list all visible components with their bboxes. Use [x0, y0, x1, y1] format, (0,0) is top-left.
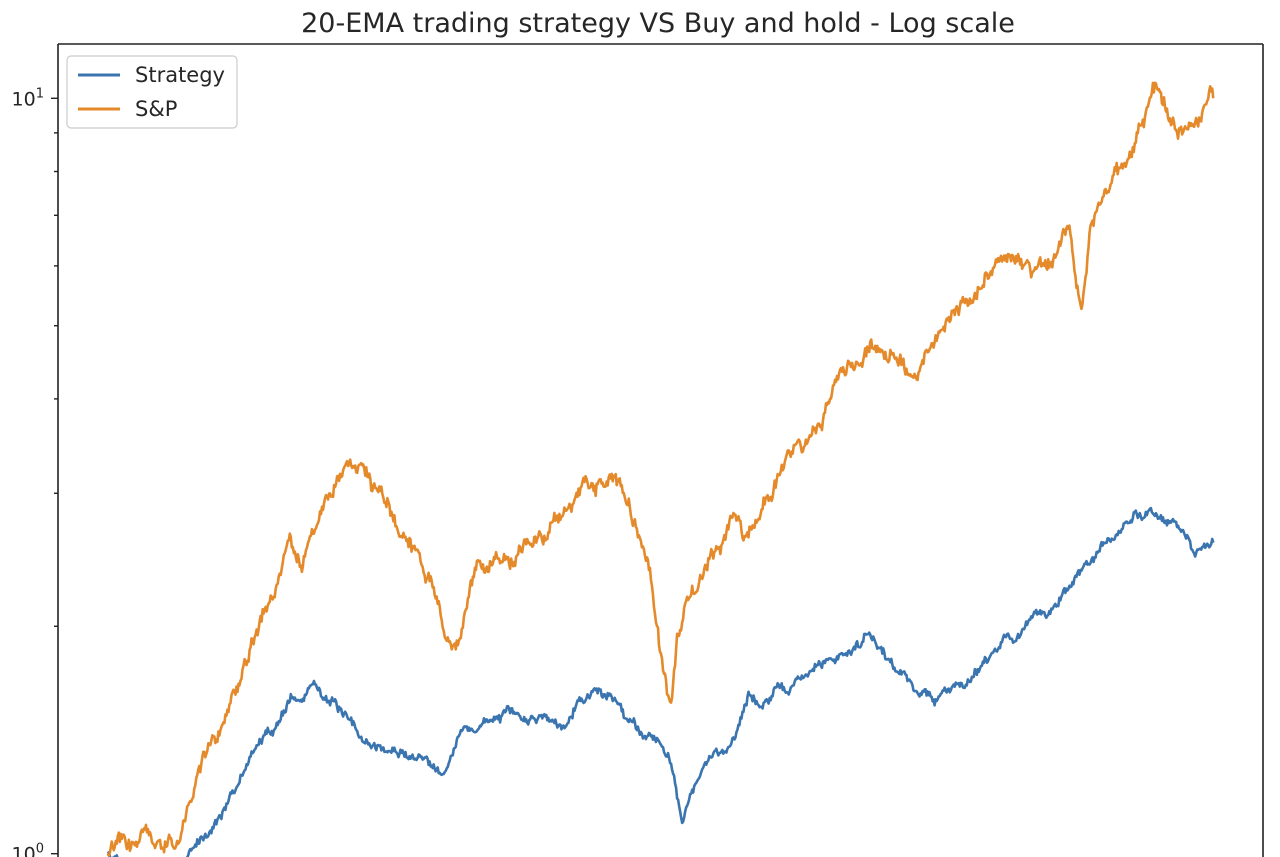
series-line-sp [106, 81, 1215, 857]
plot-background [58, 44, 1263, 857]
legend: Strategy S&P [66, 55, 238, 129]
plot-area: 100 101 [12, 43, 1264, 857]
chart-title: 20-EMA trading strategy VS Buy and hold … [301, 8, 1015, 39]
tick-layer: 100 101 [12, 86, 58, 857]
legend-label-strategy: Strategy [135, 63, 225, 87]
legend-label-sp: S&P [135, 97, 177, 121]
series-layer [106, 81, 1215, 857]
axes-layer [57, 43, 1264, 857]
y-tick-label: 100 [12, 842, 44, 857]
y-tick-label: 101 [12, 86, 44, 110]
series-line-strategy [106, 506, 1215, 857]
